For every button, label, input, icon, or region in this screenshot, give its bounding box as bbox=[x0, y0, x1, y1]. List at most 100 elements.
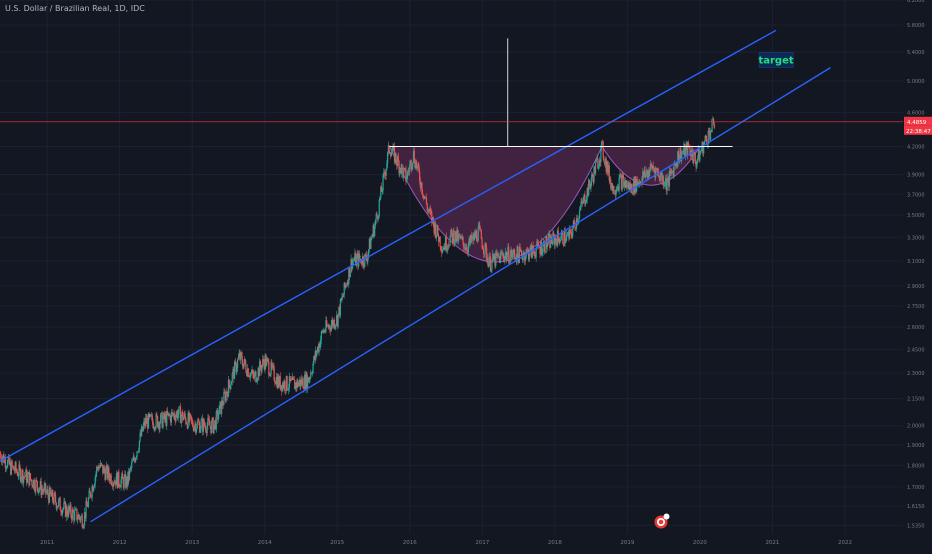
candle-body bbox=[231, 373, 233, 382]
candle-body bbox=[40, 481, 42, 495]
candle-body bbox=[19, 464, 21, 469]
candle-body bbox=[649, 170, 651, 177]
candle-body bbox=[582, 197, 584, 204]
candle-body bbox=[284, 381, 286, 391]
candle-body bbox=[458, 234, 460, 236]
candle-body bbox=[51, 490, 54, 501]
candle-body bbox=[661, 172, 663, 181]
candle-body bbox=[535, 249, 537, 258]
candle-body bbox=[48, 487, 51, 503]
candle-body bbox=[247, 368, 249, 377]
candle-body bbox=[696, 162, 698, 168]
candle-body bbox=[551, 242, 553, 245]
candle-body bbox=[616, 189, 618, 191]
candle-body bbox=[617, 186, 619, 190]
candle-body bbox=[505, 252, 508, 260]
candle-body bbox=[362, 256, 364, 265]
candle-body bbox=[641, 177, 643, 185]
candle-body bbox=[677, 151, 679, 167]
candle-body bbox=[103, 466, 105, 472]
candle-body bbox=[201, 418, 203, 421]
candle-body bbox=[45, 492, 48, 494]
price-tick-label: 5.0000 bbox=[907, 79, 925, 85]
candle-body bbox=[543, 241, 546, 252]
candle-body bbox=[653, 169, 655, 170]
candle-body bbox=[542, 244, 544, 253]
candle-body bbox=[15, 462, 17, 471]
candle-body bbox=[420, 182, 422, 188]
candle-body bbox=[329, 328, 332, 331]
candle-body bbox=[207, 417, 209, 426]
candle-body bbox=[301, 378, 303, 385]
candle-body bbox=[363, 264, 365, 267]
candle-body bbox=[321, 331, 323, 332]
candle-body bbox=[288, 376, 290, 388]
candle-body bbox=[620, 175, 623, 190]
pattern-drawings-front: target bbox=[0, 29, 903, 523]
candle-body bbox=[637, 183, 639, 185]
candle-body bbox=[403, 168, 405, 178]
candle-body bbox=[590, 181, 592, 189]
candle-body bbox=[377, 215, 380, 219]
candle-body bbox=[193, 426, 195, 431]
candle-body bbox=[48, 495, 50, 503]
candle-body bbox=[437, 225, 439, 236]
candle-body bbox=[238, 353, 240, 358]
candle-body bbox=[129, 468, 131, 470]
candle-body bbox=[385, 168, 387, 176]
candle-body bbox=[62, 508, 64, 510]
candle-body bbox=[239, 353, 241, 360]
candle-body bbox=[308, 378, 310, 383]
candle-body bbox=[315, 350, 317, 357]
candle-body bbox=[607, 161, 609, 174]
price-axis[interactable]: 6.2000 5.8000 5.4000 5.0000 4.6000 4.2000 3.90… bbox=[903, 0, 932, 550]
candle-body bbox=[336, 315, 338, 325]
candle-body bbox=[442, 249, 444, 251]
candle-body bbox=[576, 218, 578, 224]
candle-body bbox=[295, 382, 297, 388]
candle-body bbox=[118, 471, 120, 485]
candle-body bbox=[674, 164, 677, 166]
candle-body bbox=[698, 149, 700, 161]
candle-body bbox=[138, 450, 140, 452]
candle-body bbox=[74, 508, 76, 511]
candle-body bbox=[565, 240, 567, 243]
candle-body bbox=[597, 158, 599, 169]
candle-body bbox=[123, 477, 125, 488]
candle-body bbox=[105, 468, 107, 480]
candle-body bbox=[603, 157, 605, 162]
candle-body bbox=[112, 482, 115, 487]
candle-body bbox=[447, 244, 449, 250]
price-tick-label: 1.5350 bbox=[907, 523, 925, 529]
candle-body bbox=[34, 489, 36, 492]
candle-body bbox=[136, 451, 138, 457]
candle-body bbox=[185, 423, 188, 425]
candle-body bbox=[524, 256, 527, 262]
candle-body bbox=[277, 376, 279, 389]
candle-body bbox=[495, 251, 497, 267]
candle-body bbox=[464, 247, 466, 250]
candle-body bbox=[275, 382, 277, 385]
candle-body bbox=[262, 358, 264, 366]
candle-body bbox=[144, 420, 146, 426]
candle-body bbox=[256, 378, 259, 382]
candle-body bbox=[371, 237, 373, 240]
candle-body bbox=[78, 514, 80, 518]
candle-body bbox=[29, 473, 31, 486]
candle-body bbox=[451, 229, 453, 234]
candle-body bbox=[330, 324, 332, 331]
candle-body bbox=[445, 236, 447, 251]
candle-body bbox=[150, 414, 152, 417]
candle-body bbox=[539, 247, 541, 254]
candle-body bbox=[42, 489, 44, 491]
candle-body bbox=[569, 229, 572, 230]
candle-body bbox=[43, 486, 45, 492]
time-axis[interactable]: 2011 2012 2013 2014 2015 2016 2017 2018 2019 2020… bbox=[0, 534, 932, 550]
candle-body bbox=[425, 197, 427, 199]
candle-body bbox=[440, 247, 442, 250]
candle-body bbox=[498, 256, 500, 257]
candle-body bbox=[287, 389, 289, 391]
candle-body bbox=[489, 256, 492, 272]
